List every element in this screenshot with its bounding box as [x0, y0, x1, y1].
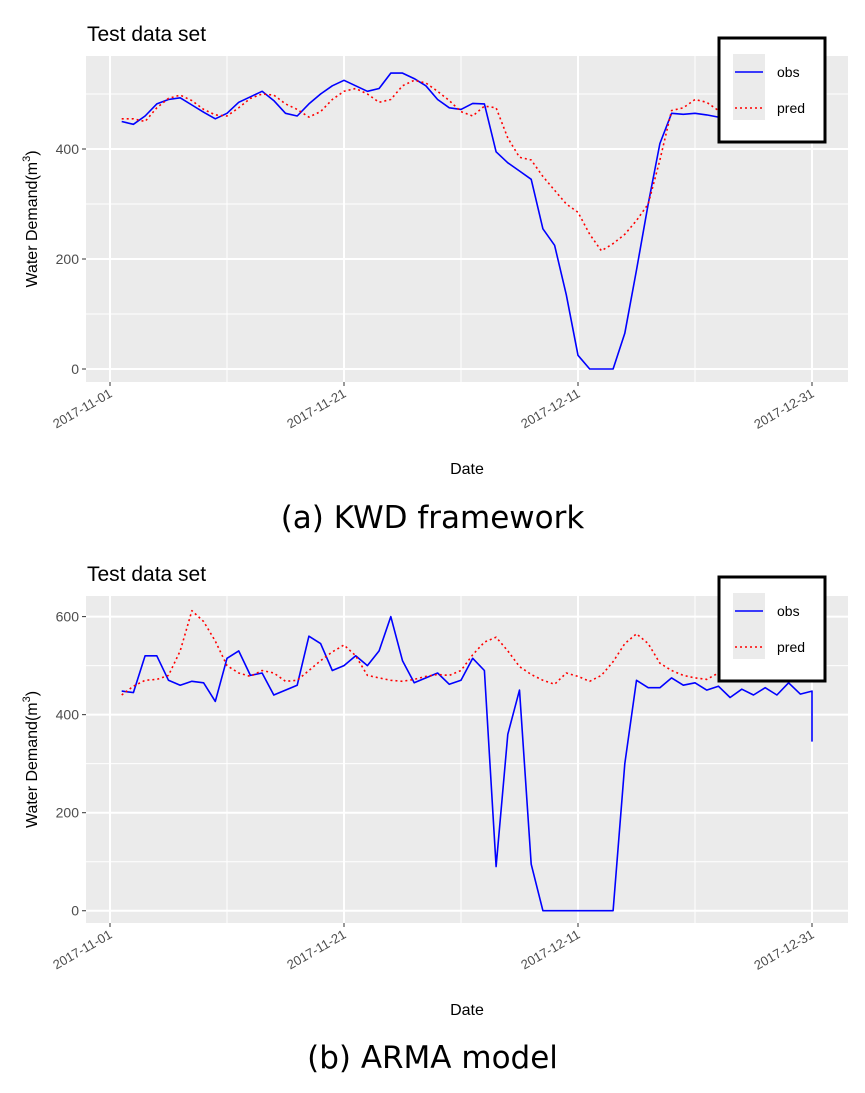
x-tick-label: 2017-11-21 — [284, 927, 348, 973]
x-tick-label: 2017-11-01 — [50, 386, 114, 432]
legend-label-obs: obs — [777, 64, 800, 80]
figure-arma-model: Test data set 2017-11-01 2017-11-21 2017-12… — [0, 546, 865, 1093]
y-axis-title-superscript: 3 — [21, 696, 33, 702]
x-tick-label: 2017-12-31 — [751, 927, 816, 973]
y-tick-label: 600 — [56, 609, 80, 625]
chart-arma: Test data set 2017-11-01 2017-11-21 2017-12… — [21, 563, 848, 1019]
series-line-pred — [121, 609, 743, 696]
x-axis-title: Date — [450, 1002, 484, 1019]
y-axis-title: Water Demand(m3) — [21, 691, 41, 828]
x-tick-label: 2017-12-11 — [518, 927, 582, 973]
y-axis-title-superscript: 3 — [21, 156, 33, 162]
caption-arma: (b) ARMA model — [307, 1040, 558, 1076]
caption-kwd: (a) KWD framework — [280, 500, 585, 536]
x-tick-label: 2017-12-31 — [751, 386, 816, 432]
y-tick-label: 200 — [56, 251, 80, 267]
chart-title: Test data set — [87, 23, 206, 46]
y-axis-title: Water Demand(m3) — [21, 150, 41, 287]
y-tick-label: 200 — [56, 805, 80, 821]
x-tick-label: 2017-11-21 — [284, 386, 348, 432]
y-axis-title-text: Water Demand(m — [24, 162, 41, 288]
chart-title: Test data set — [87, 563, 206, 586]
series-line-obs — [121, 72, 731, 370]
legend-key-background — [733, 593, 765, 659]
y-tick-label: 400 — [56, 141, 80, 157]
y-tick-label: 400 — [56, 707, 80, 723]
series-line-obs — [121, 615, 813, 912]
legend-label-obs: obs — [777, 603, 800, 619]
y-axis-title-suffix: ) — [24, 150, 41, 155]
figure-kwd-framework: Test data set 2017-11-01 2017-11-21 2017-12… — [0, 0, 865, 546]
x-tick-label: 2017-12-11 — [518, 386, 582, 432]
legend-label-pred: pred — [777, 639, 805, 655]
x-tick-label: 2017-11-01 — [50, 927, 114, 973]
legend-label-pred: pred — [777, 100, 805, 116]
y-axis-title-text: Water Demand(m — [24, 702, 41, 828]
y-tick-label: 0 — [71, 903, 79, 919]
y-tick-label: 0 — [71, 361, 79, 377]
legend-key-background — [733, 54, 765, 120]
chart-kwd: Test data set 2017-11-01 2017-11-21 2017-12… — [21, 23, 848, 478]
y-axis-title-suffix: ) — [24, 691, 41, 696]
x-axis-title: Date — [450, 461, 484, 478]
